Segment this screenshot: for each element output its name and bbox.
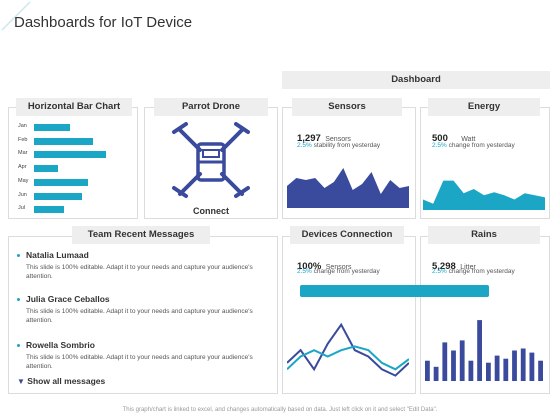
energy-value: 500 — [432, 133, 448, 144]
rains-bar — [477, 320, 482, 381]
horizontal-bar-chart-panel — [8, 107, 138, 219]
rains-bar — [538, 360, 543, 381]
rains-bar — [425, 360, 430, 381]
rains-bar — [468, 360, 474, 381]
rains-bar — [433, 366, 439, 381]
rains-bar — [442, 342, 448, 381]
sensors-header: Sensors — [292, 98, 402, 116]
parrot-drone-header: Parrot Drone — [154, 98, 268, 116]
connect-label[interactable]: Connect — [193, 206, 229, 216]
bar-jun — [34, 192, 82, 200]
energy-header: Energy — [428, 98, 540, 116]
triangle-down-icon: ▼ — [17, 377, 25, 386]
line-series-1 — [287, 322, 409, 377]
devices-value-row: 100% Sensors — [297, 256, 351, 274]
sensors-unit: Sensors — [325, 136, 351, 143]
dashboard-header: Dashboard — [282, 71, 550, 89]
energy-change-text: change from yesterday — [448, 142, 515, 149]
message-text: This slide is 100% editable. Adapt it to… — [26, 308, 253, 324]
energy-value-row: 500 Watt — [432, 128, 475, 146]
decorative-line — [1, 1, 31, 31]
devices-connection-header: Devices Connection — [290, 226, 404, 244]
devices-change: 2.5% change from yesterday — [297, 268, 380, 275]
team-messages-header: Team Recent Messages — [72, 226, 210, 244]
rains-bar — [529, 352, 535, 381]
message-author[interactable]: Julia Grace Ceballos — [26, 294, 110, 304]
bar-category-label: May — [18, 177, 29, 184]
footer-note: This graph/chart is linked to excel, and… — [122, 407, 438, 413]
sensors-change-pct: 2.5% — [297, 142, 312, 149]
message-text: This slide is 100% editable. Adapt it to… — [26, 354, 253, 370]
area-series — [423, 180, 545, 210]
rains-value: 5,298 — [432, 261, 456, 272]
devices-line-chart — [287, 322, 409, 377]
devices-value: 100% — [297, 261, 322, 272]
devices-unit: Sensors — [325, 264, 352, 271]
energy-change: 2.5% change from yesterday — [432, 142, 515, 149]
bar-category-label: Jun — [18, 191, 27, 198]
message-text: This slide is 100% editable. Adapt it to… — [26, 264, 253, 280]
rains-change: 2.5% change from yesterday — [432, 268, 515, 275]
rains-bar — [503, 358, 509, 381]
bar-jul — [34, 206, 64, 214]
rains-unit: Litter — [460, 264, 476, 271]
rains-change-pct: 2.5% — [432, 268, 447, 275]
rains-bar — [494, 355, 500, 381]
rains-change-text: change from yesterday — [448, 268, 515, 275]
devices-change-pct: 2.5% — [297, 268, 312, 275]
show-all-messages-button[interactable]: ▼ Show all messages — [17, 376, 105, 386]
rains-bar — [451, 350, 456, 381]
rains-bar-chart — [425, 320, 543, 381]
bar-category-label: Jan — [18, 123, 27, 129]
show-all-messages-label: Show all messages — [27, 376, 106, 386]
rains-header: Rains — [428, 226, 540, 244]
drone-icon — [172, 122, 250, 198]
message-author[interactable]: Rowella Sombrio — [26, 340, 95, 350]
sensors-area-chart — [287, 168, 409, 208]
sensors-value: 1,297 — [297, 133, 321, 144]
rains-bar — [459, 340, 465, 381]
energy-unit: Watt — [461, 136, 476, 143]
sensors-change-text: stability from yesterday — [313, 142, 381, 149]
rains-value-row: 5,298 Litter — [432, 256, 476, 274]
energy-area-chart — [423, 180, 545, 210]
horizontal-bar-chart-header: Horizontal Bar Chart — [16, 98, 132, 116]
devices-change-text: change from yesterday — [313, 268, 380, 275]
bar-may — [34, 178, 88, 186]
area-series — [287, 168, 409, 208]
rains-bar — [512, 350, 517, 381]
page-title: Dashboards for IoT Device — [14, 14, 193, 31]
message-author[interactable]: Natalia Lumaad — [26, 250, 89, 260]
message-bullet — [17, 298, 20, 301]
rains-panel — [420, 236, 550, 394]
bar-category-label: Mar — [18, 150, 28, 157]
bar-feb — [34, 137, 94, 145]
line-series-2 — [287, 345, 409, 371]
sensors-change: 2.5% stability from yesterday — [297, 142, 380, 149]
sensors-value-row: 1,297 Sensors — [297, 128, 351, 146]
rains-bar — [520, 348, 526, 381]
message-bullet — [17, 254, 20, 257]
bar-category-label: Jul — [18, 205, 26, 212]
bar-mar — [34, 151, 106, 159]
rains-bar — [486, 362, 491, 381]
bar-jan — [34, 124, 70, 131]
bar-category-label: Apr — [18, 164, 27, 171]
bar-apr — [34, 165, 59, 173]
energy-change-pct: 2.5% — [432, 142, 447, 149]
bar-category-label: Feb — [18, 136, 28, 143]
rains-progress-bar — [300, 285, 489, 297]
message-bullet — [17, 344, 20, 347]
